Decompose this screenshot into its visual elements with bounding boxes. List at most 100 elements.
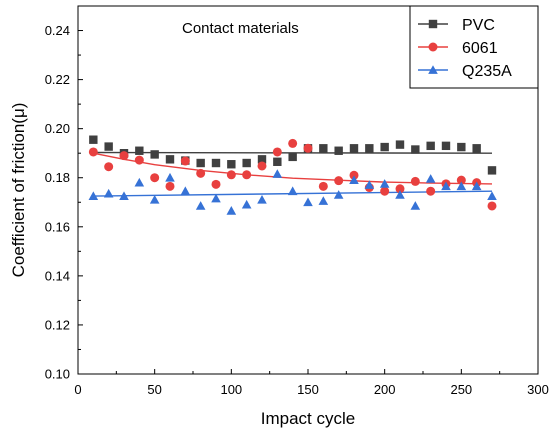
y-tick-label: 0.18 — [45, 170, 70, 185]
data-point-q235a — [226, 206, 237, 215]
legend-label: 6061 — [462, 40, 498, 57]
data-point-q235a — [456, 181, 467, 191]
legend: PVC 6061 Q235A — [409, 5, 539, 89]
data-point-q235a — [272, 169, 283, 178]
x-tick-label: 100 — [220, 382, 242, 397]
y-tick-label: 0.16 — [45, 219, 70, 234]
data-point-pvc — [273, 157, 282, 166]
data-point-6061 — [104, 162, 114, 172]
data-point-pvc — [288, 152, 297, 162]
x-axis: 0 50 100 150 200 250 300 — [74, 369, 549, 397]
data-point-6061 — [196, 168, 206, 178]
data-point-pvc — [349, 144, 359, 153]
x-tick-label: 150 — [297, 382, 319, 397]
data-point-6061 — [211, 179, 221, 189]
data-point-pvc — [89, 135, 98, 144]
data-point-pvc — [257, 155, 267, 164]
chart-annotation: Contact materials — [182, 20, 299, 37]
data-point-6061 — [303, 143, 313, 153]
data-point-q235a — [441, 181, 451, 191]
data-point-6061 — [334, 176, 344, 186]
data-point-pvc — [150, 150, 159, 159]
data-point-pvc — [211, 158, 221, 168]
data-point-6061 — [349, 170, 359, 180]
data-point-pvc — [104, 142, 113, 151]
x-tick-label: 50 — [147, 382, 161, 397]
data-point-6061 — [180, 156, 190, 166]
data-point-pvc — [426, 141, 435, 151]
data-point-q235a — [134, 177, 145, 187]
legend-label: PVC — [462, 17, 495, 34]
data-point-6061 — [226, 170, 236, 180]
y-axis-title: Coefficient of friction(μ) — [9, 103, 28, 278]
data-point-q235a — [165, 172, 175, 182]
data-point-q235a — [211, 193, 221, 203]
x-tick-label: 250 — [450, 382, 472, 397]
data-point-pvc — [135, 146, 144, 155]
data-point-pvc — [334, 146, 343, 155]
x-tick-label: 0 — [74, 382, 81, 397]
data-point-q235a — [379, 179, 390, 188]
data-point-q235a — [88, 191, 99, 200]
data-point-6061 — [134, 155, 144, 165]
data-point-q235a — [303, 197, 313, 207]
data-point-q235a — [180, 186, 191, 196]
x-axis-title: Impact cycle — [261, 409, 355, 428]
y-tick-label: 0.22 — [45, 72, 70, 87]
data-point-q235a — [425, 174, 436, 183]
data-point-q235a — [149, 195, 160, 204]
data-point-q235a — [257, 195, 267, 204]
data-point-6061 — [272, 147, 282, 157]
x-tick-label: 200 — [374, 382, 396, 397]
data-point-pvc — [487, 166, 497, 175]
y-tick-label: 0.12 — [45, 317, 70, 332]
data-point-pvc — [242, 158, 251, 168]
data-point-q235a — [119, 191, 129, 200]
data-point-pvc — [395, 140, 405, 149]
data-point-q235a — [364, 180, 375, 189]
y-tick-label: 0.20 — [45, 121, 70, 136]
legend-marker-6061 — [428, 42, 438, 52]
data-point-q235a — [349, 175, 359, 185]
data-point-pvc — [165, 155, 175, 164]
data-point-6061 — [487, 201, 497, 211]
data-point-q235a — [487, 191, 497, 200]
legend-label: Q235A — [462, 63, 512, 80]
data-point-6061 — [288, 138, 298, 148]
data-point-6061 — [257, 161, 267, 171]
data-point-q235a — [333, 190, 344, 199]
y-tick-label: 0.14 — [45, 268, 70, 283]
data-point-6061 — [456, 175, 466, 185]
data-point-q235a — [103, 188, 114, 198]
y-tick-label: 0.10 — [45, 367, 70, 382]
data-point-q235a — [318, 196, 329, 205]
data-point-pvc — [380, 142, 389, 152]
data-point-pvc — [411, 145, 420, 154]
data-point-q235a — [395, 190, 405, 199]
data-points — [88, 135, 497, 215]
x-tick-label: 300 — [527, 382, 549, 397]
data-point-pvc — [196, 158, 205, 168]
y-tick-label: 0.24 — [45, 23, 70, 38]
data-point-pvc — [441, 141, 451, 151]
data-point-q235a — [241, 199, 252, 209]
data-point-6061 — [150, 173, 160, 183]
data-point-q235a — [287, 186, 298, 196]
data-point-6061 — [88, 147, 98, 157]
data-point-6061 — [395, 184, 405, 194]
data-point-6061 — [318, 181, 328, 191]
data-point-pvc — [227, 160, 236, 169]
legend-marker-pvc — [428, 19, 438, 29]
y-axis: 0.10 0.12 0.14 0.16 0.18 0.20 0.22 0.24 — [45, 5, 83, 382]
data-point-q235a — [471, 181, 482, 191]
data-point-q235a — [195, 201, 206, 210]
data-point-6061 — [242, 170, 252, 180]
data-point-pvc — [319, 144, 328, 153]
data-point-6061 — [410, 176, 420, 186]
data-point-6061 — [165, 181, 175, 191]
data-point-6061 — [119, 151, 129, 161]
data-point-pvc — [472, 144, 481, 153]
data-point-pvc — [457, 142, 466, 152]
